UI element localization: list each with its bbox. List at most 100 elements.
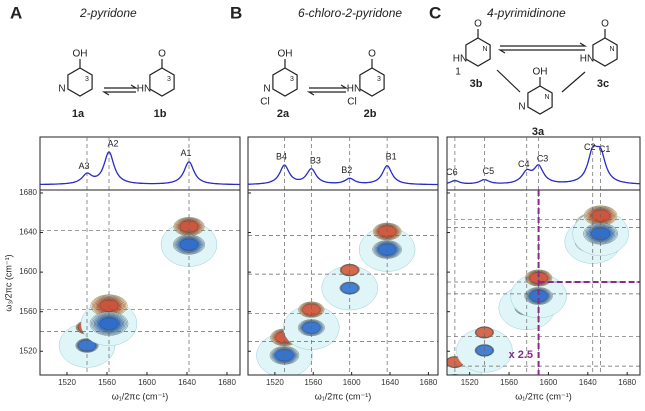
- compound-label: 3c: [597, 78, 609, 90]
- ring: [67, 67, 93, 97]
- equilibrium-arrow: [500, 42, 588, 47]
- atom-label: N: [609, 46, 614, 53]
- atom-label: OH: [278, 49, 293, 60]
- peak-label: C5: [483, 166, 495, 176]
- x-tick-label: 1680: [618, 378, 636, 387]
- panel-letter: A: [10, 3, 22, 22]
- compound-label: 2b: [364, 108, 377, 120]
- peak-label: C4: [518, 159, 530, 169]
- x-tick-label: 1520: [461, 378, 479, 387]
- atom-label: OH: [533, 67, 548, 78]
- x-axis-label: ω₁/2πc (cm⁻¹): [112, 391, 169, 401]
- ring: [149, 67, 175, 97]
- x-tick-label: 1560: [304, 378, 322, 387]
- peak-label: C1: [599, 144, 611, 154]
- panel-title: 2-pyridone: [79, 6, 137, 20]
- x-axis-label: ω₁/2πc (cm⁻¹): [515, 391, 572, 401]
- ring: [359, 67, 385, 97]
- equilibrium-arrow: [104, 84, 139, 89]
- atom-label: N: [544, 94, 549, 101]
- peak-label: A3: [78, 161, 89, 171]
- atom-label: HN: [580, 54, 594, 65]
- ring: [272, 67, 298, 97]
- peak-label: B3: [310, 155, 321, 165]
- spectrum-line: [40, 150, 240, 186]
- panel-title: 4-pyrimidinone: [487, 6, 566, 20]
- atom-label: 3: [290, 76, 294, 83]
- spectrum-frame: [39, 136, 241, 191]
- equilibrium: [496, 69, 521, 93]
- atom-label: 3: [85, 76, 89, 83]
- x-tick-label: 1520: [58, 378, 76, 387]
- equilibrium-arrow: [497, 49, 585, 54]
- x-tick-label: 1520: [266, 378, 284, 387]
- peak-label: A1: [180, 148, 191, 158]
- y-axis-label: ω₃/2πc (cm⁻¹): [3, 254, 13, 311]
- atom-label: OH: [73, 49, 88, 60]
- magnified-region: [537, 190, 640, 375]
- atom-label: Cl: [260, 97, 269, 108]
- peak-label: A2: [107, 138, 118, 148]
- y-tick-label: 1680: [19, 188, 37, 197]
- atom-label: N: [58, 84, 65, 95]
- annotation: x 2.5: [509, 349, 533, 361]
- peak-label: B1: [386, 152, 397, 162]
- contour-frame: [247, 189, 439, 376]
- atom-label: N: [518, 102, 525, 113]
- atom-label: 1: [455, 67, 461, 78]
- x-tick-label: 1640: [381, 378, 399, 387]
- contour-positive: [179, 220, 199, 233]
- peak-label: C6: [446, 167, 458, 177]
- x-tick-label: 1600: [343, 378, 361, 387]
- y-tick-label: 1560: [19, 307, 37, 316]
- spectrum-line: [446, 144, 640, 185]
- x-tick-label: 1560: [500, 378, 518, 387]
- y-tick-label: 1520: [19, 346, 37, 355]
- equilibrium-arrow: [306, 91, 346, 96]
- x-tick-label: 1600: [540, 378, 558, 387]
- atom-label: HN: [347, 84, 361, 95]
- atom-label: Cl: [347, 97, 356, 108]
- y-tick-label: 1640: [19, 228, 37, 237]
- x-tick-label: 1560: [98, 378, 116, 387]
- atom-label: O: [368, 49, 376, 60]
- atom-label: O: [474, 19, 482, 30]
- atom-label: HN: [453, 54, 467, 65]
- x-axis-label: ω₁/2πc (cm⁻¹): [315, 391, 372, 401]
- contours: [248, 190, 438, 375]
- peak-label: C3: [537, 153, 549, 163]
- panel-title: 6-chloro-2-pyridone: [298, 6, 402, 20]
- equilibrium-arrow: [101, 91, 136, 96]
- compound-label: 2a: [277, 108, 290, 120]
- peak-label: C2: [584, 142, 596, 152]
- atom-label: 3: [377, 76, 381, 83]
- atom-label: O: [601, 19, 609, 30]
- atom-label: N: [263, 84, 270, 95]
- panel-letter: B: [230, 3, 242, 22]
- atom-label: HN: [137, 84, 151, 95]
- x-tick-label: 1600: [138, 378, 156, 387]
- ring: [465, 37, 491, 67]
- y-tick-label: 1600: [19, 267, 37, 276]
- compound-label: 3a: [532, 126, 545, 138]
- peak-label: B4: [276, 152, 287, 162]
- compound-label: 3b: [470, 78, 483, 90]
- atom-label: 3: [167, 76, 171, 83]
- contours: [40, 190, 240, 375]
- ring: [527, 85, 553, 115]
- ring: [592, 37, 618, 67]
- spectrum-line: [248, 164, 438, 186]
- peak-label: B2: [341, 165, 352, 175]
- equilibrium-arrow: [309, 84, 349, 89]
- equilibrium: [561, 71, 586, 93]
- contour-negative: [591, 227, 611, 240]
- contour-frame: [39, 189, 241, 376]
- x-tick-label: 1680: [218, 378, 236, 387]
- panel-letter: C: [429, 3, 441, 22]
- compound-label: 1b: [154, 108, 167, 120]
- x-tick-label: 1680: [420, 378, 438, 387]
